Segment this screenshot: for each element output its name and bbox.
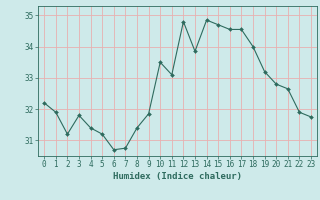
X-axis label: Humidex (Indice chaleur): Humidex (Indice chaleur) [113, 172, 242, 181]
